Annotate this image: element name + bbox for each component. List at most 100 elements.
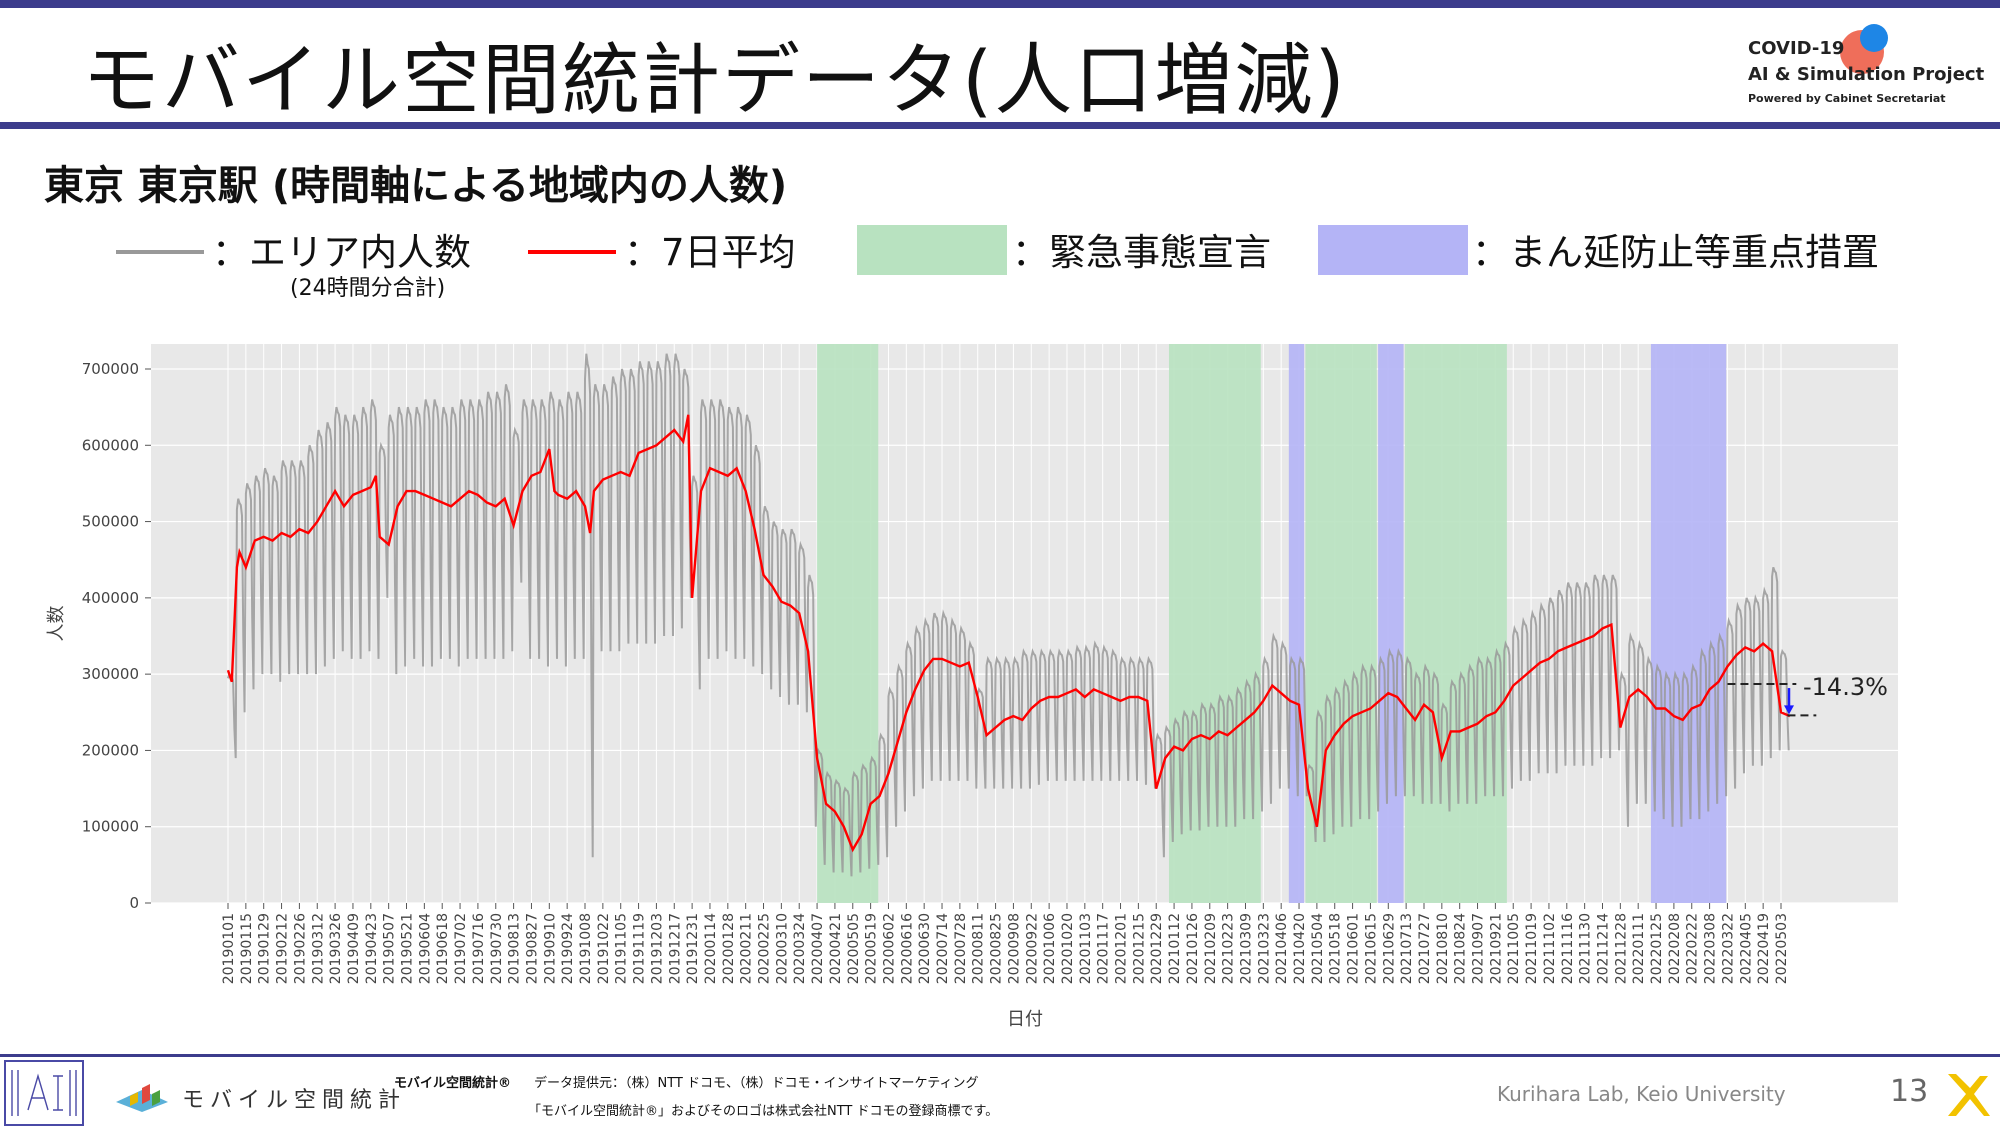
- legend-raw-label: ：エリア内人数: [212, 231, 471, 274]
- footer-trademark: 「モバイル空間統計®」およびそのロゴは株式会社NTT ドコモの登録商標です。: [528, 1104, 999, 1119]
- x-tick-label: 20210921: [1488, 913, 1504, 984]
- y-tick-label: 700000: [82, 360, 139, 378]
- x-tick-label: 20211214: [1595, 913, 1611, 984]
- x-tick-label: 20191231: [685, 913, 701, 984]
- y-tick-label: 200000: [82, 741, 139, 759]
- x-tick-label: 20210907: [1471, 913, 1487, 984]
- mobile-spatial-stats-logo: モバイル空間統計: [112, 1078, 400, 1114]
- x-tick-label: 20211005: [1506, 913, 1522, 984]
- x-tick-label: 20210727: [1417, 913, 1433, 984]
- chart-subtitle: 東京 東京駅 (時間軸による地域内の人数): [44, 163, 788, 209]
- legend-semi-emergency-swatch: [1318, 225, 1468, 275]
- x-tick-label: 20210518: [1328, 913, 1344, 984]
- footer-divider: [0, 1054, 2000, 1057]
- x-tick-label: 20210209: [1203, 913, 1219, 984]
- x-tick-label: 20200908: [1006, 913, 1022, 984]
- x-tick-label: 20210112: [1167, 913, 1183, 984]
- x-tick-label: 20190813: [507, 913, 523, 984]
- legend-raw-swatch: [116, 250, 204, 254]
- y-tick-label: 100000: [82, 818, 139, 836]
- x-tick-label: 20220503: [1774, 913, 1790, 984]
- x-tick-label: 20201229: [1149, 913, 1165, 984]
- x-tick-label: 20220308: [1703, 913, 1719, 984]
- x-tick-label: 20210810: [1435, 913, 1451, 984]
- y-axis-title: 人数: [46, 606, 67, 642]
- x-tick-label: 20211130: [1578, 913, 1594, 984]
- x-tick-label: 20190423: [364, 913, 380, 984]
- x-tick-label: 20211228: [1613, 913, 1629, 984]
- x-tick-label: 20200825: [989, 913, 1005, 984]
- x-tick-label: 20200128: [721, 913, 737, 984]
- footer-credit: Kurihara Lab, Keio University: [1497, 1082, 1786, 1106]
- x-tick-label: 20220111: [1631, 913, 1647, 984]
- legend-semi-emergency-label: ：まん延防止等重点措置: [1472, 231, 1879, 274]
- y-tick-label: 500000: [82, 513, 139, 531]
- logo-line-1: COVID-19: [1748, 38, 1845, 59]
- x-tick-label: 20210504: [1310, 913, 1326, 984]
- x-tick-label: 20190115: [239, 913, 255, 984]
- x-tick-label: 20210420: [1292, 913, 1308, 984]
- x-tick-label: 20220208: [1667, 913, 1683, 984]
- x-tick-label: 20190129: [257, 913, 273, 984]
- x-tick-label: 20190101: [221, 913, 237, 984]
- mobile-logo-text: モバイル空間統計: [182, 1088, 407, 1113]
- x-tick-label: 20200225: [757, 913, 773, 984]
- x-tick-label: 20211102: [1542, 913, 1558, 984]
- x-tick-label: 20190507: [382, 913, 398, 984]
- x-tick-label: 20201020: [1060, 913, 1076, 984]
- x-tick-label: 20220322: [1720, 913, 1736, 984]
- footer-brand: モバイル空間統計®: [394, 1076, 512, 1091]
- annotation-label: -14.3%: [1803, 673, 1888, 701]
- x-tick-label: 20200519: [864, 913, 880, 984]
- semi_emergency-period-band: [1288, 344, 1305, 903]
- x-tick-label: 20220125: [1649, 913, 1665, 984]
- x-tick-label: 20191203: [649, 913, 665, 984]
- x-tick-label: 20191119: [632, 913, 648, 984]
- x-logo-icon: [1942, 1070, 1992, 1120]
- x-tick-label: 20190827: [524, 913, 540, 984]
- x-tick-label: 20190226: [292, 913, 308, 984]
- x-tick-label: 20210824: [1453, 913, 1469, 984]
- x-tick-label: 20190409: [346, 913, 362, 984]
- lab-logo: [4, 1060, 84, 1126]
- x-tick-label: 20220405: [1738, 913, 1754, 984]
- x-tick-label: 20190716: [471, 913, 487, 984]
- legend-raw-sublabel: (24時間分合計): [290, 276, 446, 301]
- legend-emergency-label: ：緊急事態宣言: [1012, 231, 1271, 274]
- semi_emergency-period-band: [1650, 344, 1727, 903]
- x-tick-label: 20201103: [1078, 913, 1094, 984]
- x-tick-label: 20190604: [417, 913, 433, 984]
- logo-line-3: Powered by Cabinet Secretariat: [1748, 92, 1946, 105]
- title-divider: [0, 122, 2000, 129]
- x-tick-label: 20200211: [739, 913, 755, 984]
- x-tick-label: 20211019: [1524, 913, 1540, 984]
- x-tick-label: 20200114: [703, 913, 719, 984]
- x-tick-label: 20201117: [1096, 913, 1112, 984]
- population-line-chart: 0 100000 200000 300000 400000 500000 600000 700…: [46, 344, 1898, 1030]
- x-tick-label: 20200714: [935, 913, 951, 984]
- y-tick-label: 600000: [82, 436, 139, 454]
- x-tick-label: 20190730: [489, 913, 505, 984]
- x-tick-label: 20210126: [1185, 913, 1201, 984]
- x-tick-label: 20200310: [774, 913, 790, 984]
- x-tick-label: 20210601: [1346, 913, 1362, 984]
- x-tick-label: 20200616: [899, 913, 915, 984]
- x-tick-label: 20211116: [1560, 913, 1576, 984]
- x-tick-label: 20190924: [560, 913, 576, 984]
- x-tick-label: 20190326: [328, 913, 344, 984]
- x-tick-label: 20201006: [1042, 913, 1058, 984]
- x-tick-label: 20220419: [1756, 913, 1772, 984]
- x-tick-label: 20191105: [614, 913, 630, 984]
- page-title: モバイル空間統計データ(人口増減): [82, 36, 1347, 126]
- x-tick-label: 20200811: [971, 913, 987, 984]
- x-tick-label: 20210309: [1238, 913, 1254, 984]
- covid-ai-project-logo: COVID-19 AI & Simulation Project Powered…: [1742, 24, 1984, 114]
- page-number: 13: [1890, 1074, 1929, 1109]
- legend-emergency-swatch: [857, 225, 1007, 275]
- x-tick-label: 20200407: [810, 913, 826, 984]
- x-tick-label: 20191008: [578, 913, 594, 984]
- x-tick-label: 20210713: [1399, 913, 1415, 984]
- raw-count-line: [227, 353, 1790, 877]
- y-tick-label: 400000: [82, 589, 139, 607]
- x-tick-label: 20200922: [1024, 913, 1040, 984]
